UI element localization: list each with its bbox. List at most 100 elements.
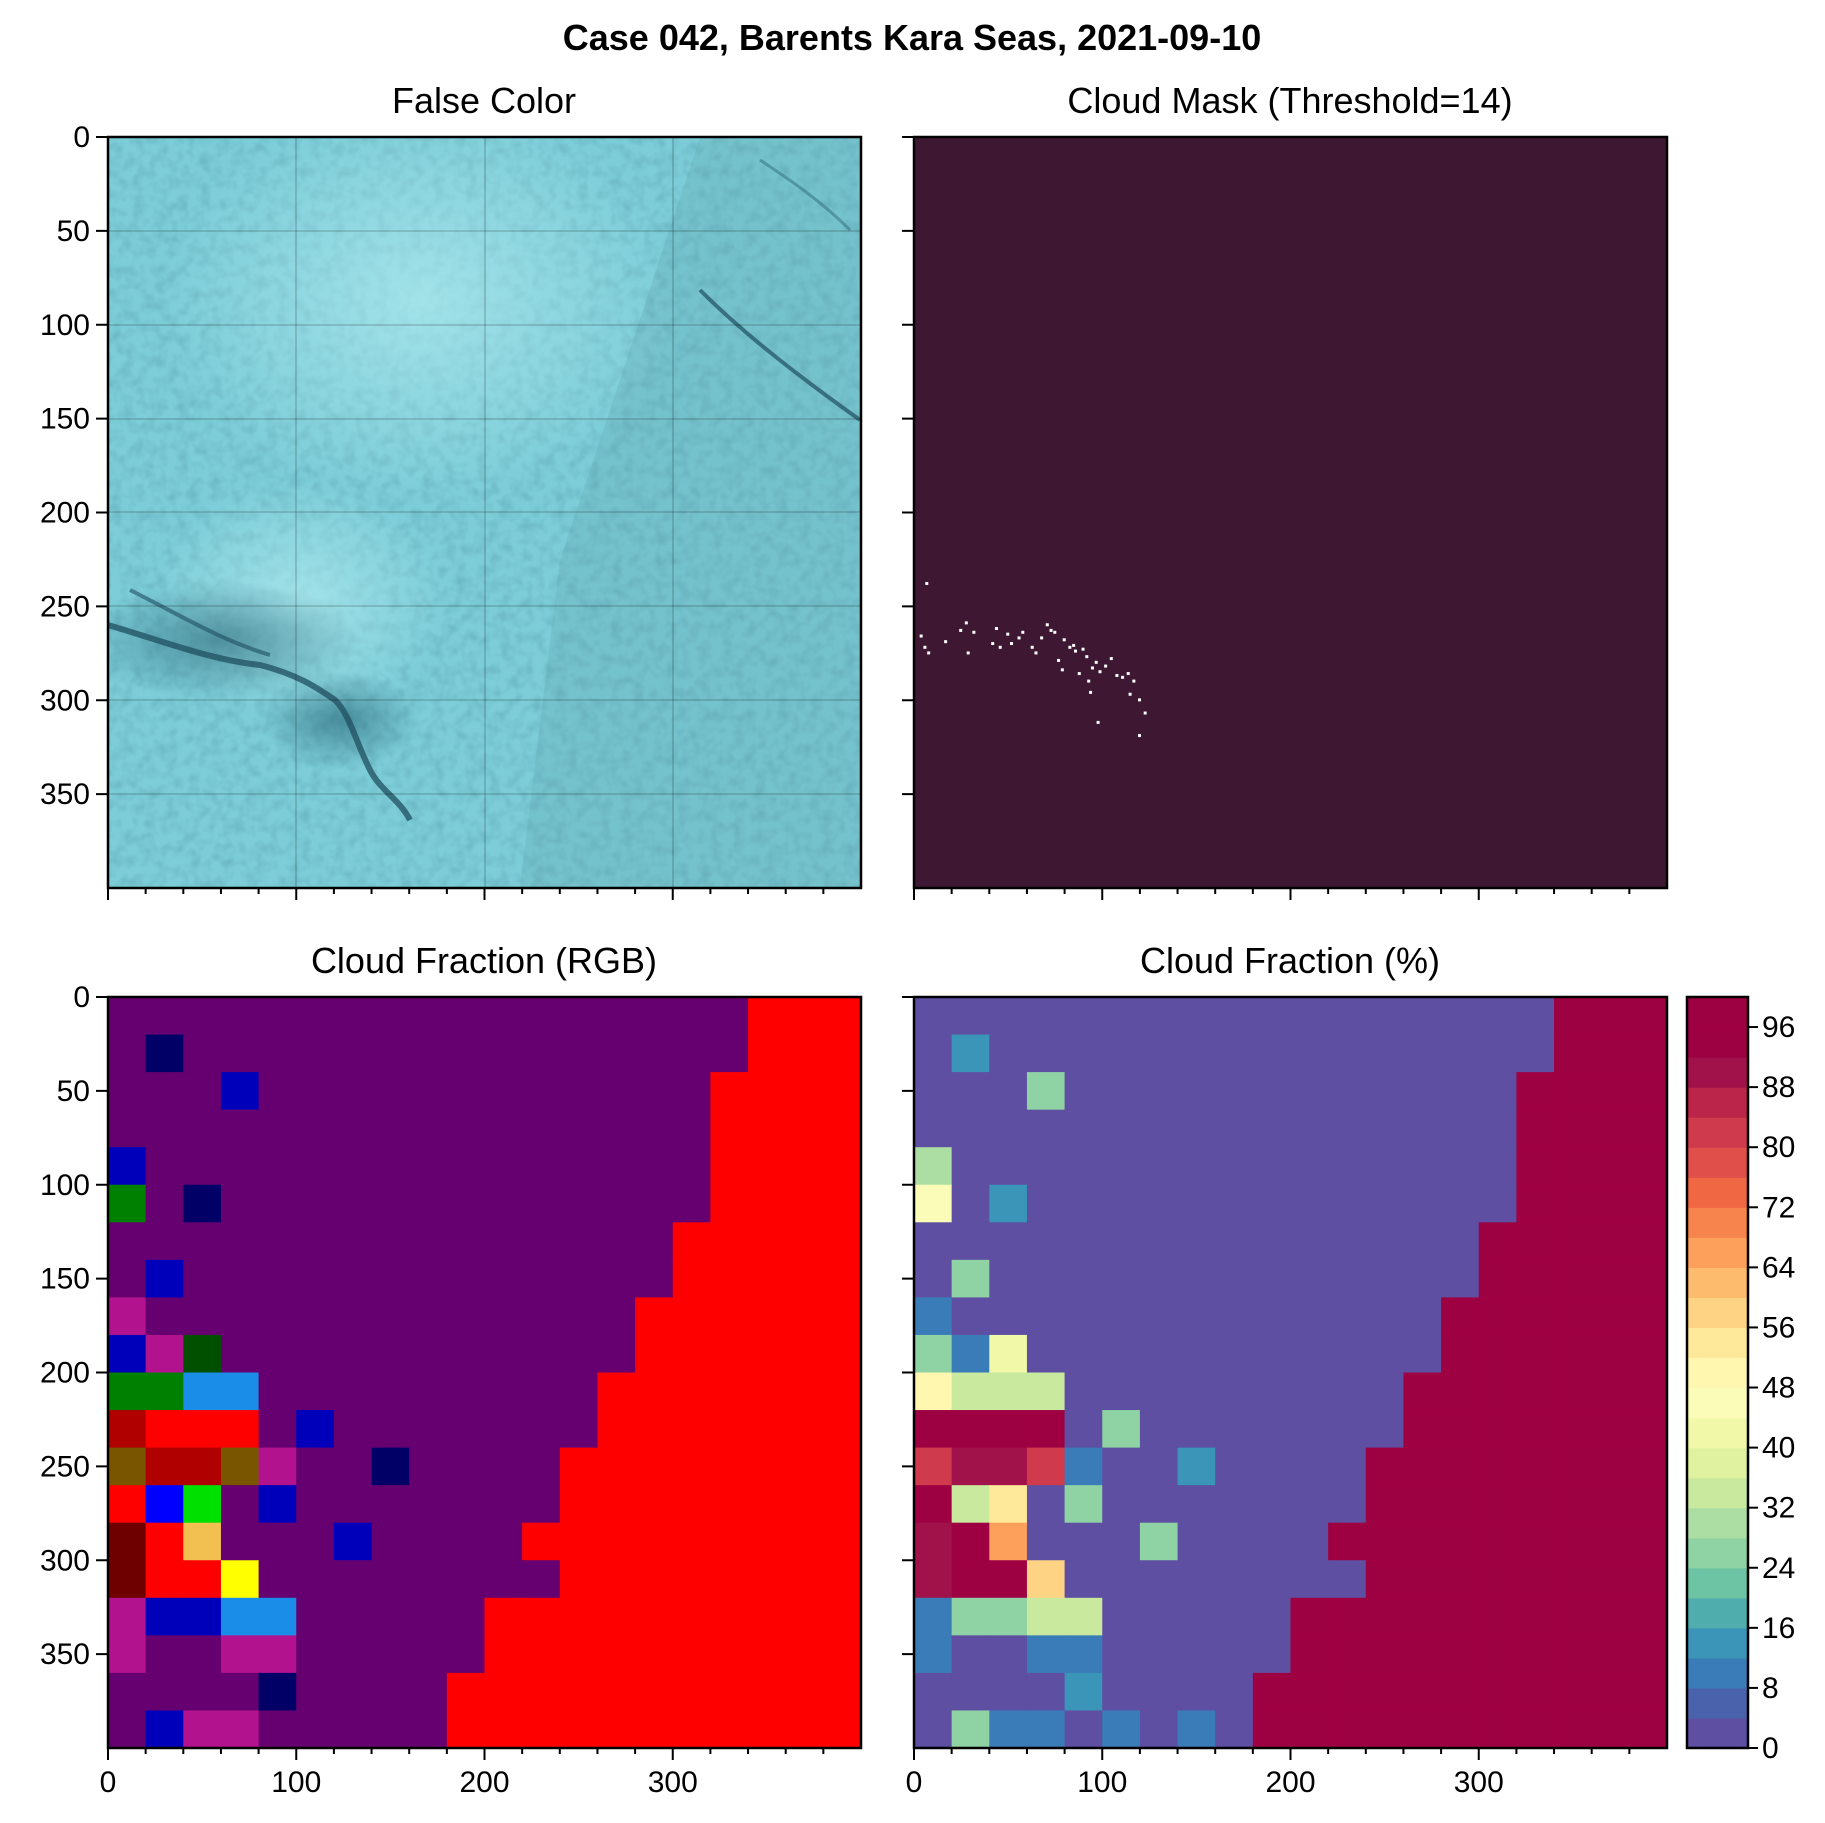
heatmap-cell (484, 1485, 523, 1524)
heatmap-cell (409, 1222, 448, 1261)
heatmap-cell (1441, 1597, 1480, 1636)
mask-cloud-pixel (1062, 638, 1066, 642)
heatmap-cell (1252, 1109, 1292, 1148)
x-tick-label: 300 (1454, 1766, 1504, 1799)
heatmap-cell (951, 1147, 990, 1186)
mask-cloud-pixel (1006, 632, 1010, 636)
heatmap-cell (333, 1635, 373, 1674)
heatmap-cell (484, 1635, 523, 1674)
heatmap-cell (914, 1597, 953, 1636)
heatmap-cell (1139, 1297, 1179, 1336)
colorbar-level (1687, 1507, 1748, 1539)
heatmap-cell (371, 1410, 410, 1449)
heatmap-cell (597, 1372, 636, 1411)
heatmap-cell (559, 1109, 599, 1148)
heatmap-cell (333, 1372, 373, 1411)
heatmap-cell (484, 1372, 523, 1411)
heatmap-cell (989, 1710, 1028, 1749)
mask-cloud-pixel (944, 640, 948, 644)
heatmap-cell (108, 1447, 147, 1486)
heatmap-cell (1177, 1147, 1216, 1186)
heatmap-cell (1139, 1560, 1179, 1599)
heatmap-cell (1365, 1710, 1405, 1749)
heatmap-cell (635, 1372, 674, 1411)
heatmap-cell (597, 1297, 636, 1336)
heatmap-cell (1026, 1334, 1066, 1374)
heatmap-cell (1064, 1259, 1103, 1298)
mask-cloud-pixel (1057, 658, 1061, 662)
heatmap-cell (1629, 1597, 1668, 1636)
heatmap-cell (989, 997, 1028, 1036)
heatmap-cell (559, 1072, 599, 1111)
heatmap-cell (333, 997, 373, 1036)
heatmap-cell (1365, 1597, 1405, 1636)
heatmap-cell (1177, 1372, 1216, 1411)
heatmap-cell (220, 1597, 260, 1636)
heatmap-cell (409, 1485, 448, 1524)
heatmap-cell (1026, 1522, 1066, 1561)
heatmap-cell (296, 1372, 335, 1411)
heatmap-cell (748, 1485, 787, 1524)
colorbar-level (1687, 1537, 1748, 1569)
colorbar-tick-label: 48 (1762, 1372, 1795, 1405)
heatmap-cell (484, 1410, 523, 1449)
heatmap-cell (108, 1710, 147, 1749)
heatmap-cell (1102, 1034, 1141, 1073)
heatmap-cell (1441, 1635, 1480, 1674)
heatmap-cell (145, 1597, 184, 1636)
heatmap-cell (1441, 1184, 1480, 1223)
heatmap-cell (1215, 997, 1254, 1036)
heatmap-cell (710, 997, 749, 1036)
heatmap-cell (220, 1297, 260, 1336)
x-tick-label: 0 (906, 1766, 923, 1799)
heatmap-cell (951, 1410, 990, 1449)
heatmap-cell (1365, 1635, 1405, 1674)
heatmap-cell (1516, 1372, 1555, 1411)
heatmap-cell (710, 1597, 749, 1636)
axes-cloud-fraction-rgb: 0 100 200 300 0 50 100 150 200 250 300 350 (40, 981, 825, 1799)
heatmap-cell (220, 1635, 260, 1674)
heatmap-cell (785, 1522, 824, 1561)
mask-cloud-pixel (1138, 734, 1142, 738)
heatmap-cell (951, 1485, 990, 1524)
heatmap-cell (1102, 1522, 1141, 1561)
heatmap-cell (1290, 1447, 1329, 1486)
heatmap-cell (1064, 1072, 1103, 1111)
heatmap-cell (951, 1522, 990, 1561)
heatmap-cell (1629, 1710, 1668, 1749)
heatmap-cell (333, 1522, 373, 1561)
heatmap-cell (409, 1034, 448, 1073)
heatmap-cell (1554, 1710, 1593, 1749)
heatmap-cell (333, 1297, 373, 1336)
mask-background (914, 137, 1667, 888)
heatmap-cell (1554, 1259, 1593, 1298)
heatmap-cell (522, 1372, 561, 1411)
heatmap-cell (409, 1184, 448, 1223)
mask-cloud-pixel (925, 581, 929, 585)
heatmap-cell (1403, 1560, 1442, 1599)
heatmap-cell (183, 1485, 222, 1524)
heatmap-cell (1591, 1184, 1630, 1223)
heatmap-cell (823, 1109, 862, 1148)
heatmap-cell (371, 1560, 410, 1599)
heatmap-cell (1403, 1410, 1442, 1449)
heatmap-cell (371, 1147, 410, 1186)
heatmap-cell (951, 1109, 990, 1148)
heatmap-cell (1554, 1072, 1593, 1111)
heatmap-cell (785, 1072, 824, 1111)
mask-cloud-pixel (994, 627, 998, 631)
heatmap-cell (1478, 1485, 1517, 1524)
heatmap-cell (1139, 1410, 1179, 1449)
heatmap-cell (333, 1447, 373, 1486)
heatmap-cell (1441, 1297, 1480, 1336)
heatmap-cell (108, 1259, 147, 1298)
y-tick-label: 50 (57, 1075, 90, 1108)
heatmap-cell (333, 1109, 373, 1148)
heatmap-cell (145, 1222, 184, 1261)
heatmap-cell (748, 1147, 787, 1186)
colorbar-level (1687, 1447, 1748, 1479)
colorbar-tick-label: 72 (1762, 1191, 1795, 1224)
mask-cloud-pixel (1010, 642, 1014, 646)
heatmap-cell (1290, 1560, 1329, 1599)
heatmap-cell (559, 1447, 599, 1486)
